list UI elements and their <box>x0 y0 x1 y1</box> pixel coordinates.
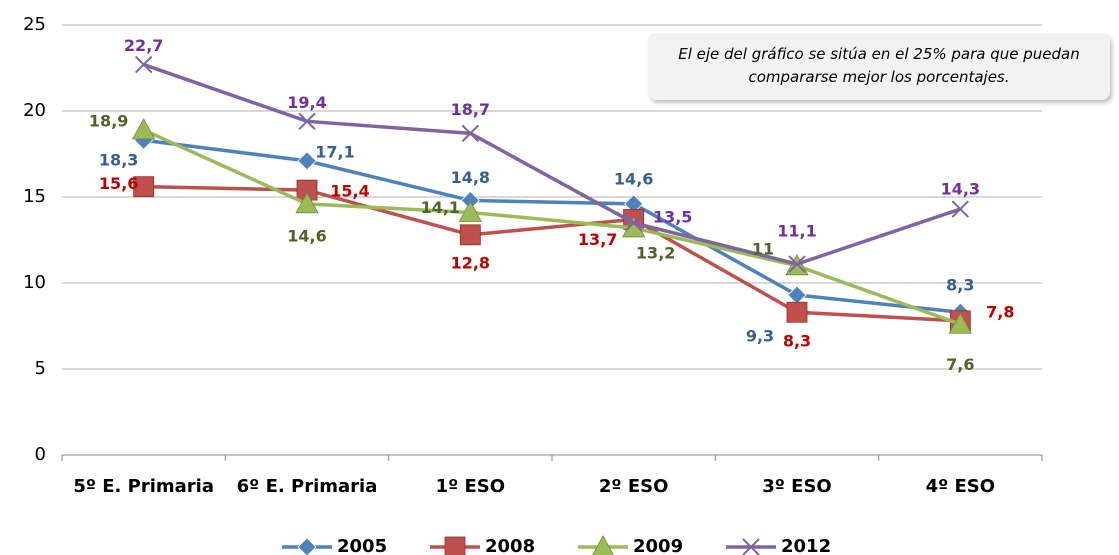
marker <box>786 301 808 323</box>
line <box>143 62 961 266</box>
series <box>134 130 970 322</box>
data-label: 17,1 <box>315 142 354 161</box>
marker <box>444 536 466 555</box>
data-label: 18,9 <box>89 111 128 130</box>
marker <box>458 200 483 222</box>
legend-label: 2005 <box>337 536 387 555</box>
marker <box>951 200 970 218</box>
marker <box>298 112 316 131</box>
y-tick-label: 10 <box>23 272 46 293</box>
marker <box>133 176 155 198</box>
x-tick-label: 2º ESO <box>599 476 669 497</box>
marker <box>592 535 614 555</box>
data-label: 7,8 <box>986 302 1014 321</box>
marker <box>297 151 317 171</box>
legend-label: 2012 <box>781 536 831 555</box>
data-label: 12,8 <box>451 253 490 272</box>
data-label: 8,3 <box>946 276 974 295</box>
y-tick-label: 25 <box>23 14 46 35</box>
x-tick-label: 4º ESO <box>926 476 996 497</box>
data-label: 14,6 <box>614 169 653 188</box>
data-label: 14,6 <box>287 226 326 245</box>
data-label: 18,7 <box>451 100 490 119</box>
data-label: 15,4 <box>330 182 369 201</box>
data-label: 18,3 <box>99 151 138 170</box>
marker <box>134 55 153 74</box>
marker <box>624 214 643 232</box>
x-tick-label: 5º E. Primaria <box>73 476 214 497</box>
data-label: 13,7 <box>578 230 617 249</box>
marker <box>131 118 156 140</box>
marker <box>461 124 480 143</box>
data-label: 8,3 <box>783 332 811 351</box>
data-label: 19,4 <box>287 93 326 112</box>
data-label: 11 <box>752 239 774 258</box>
data-label: 13,2 <box>636 243 675 262</box>
y-tick-label: 15 <box>23 186 46 207</box>
series <box>133 176 971 332</box>
legend-label: 2009 <box>633 536 683 555</box>
data-label: 15,6 <box>99 174 138 193</box>
x-tick-label: 6º E. Primaria <box>237 476 378 497</box>
data-label: 14,8 <box>451 168 490 187</box>
marker <box>742 538 760 555</box>
data-label: 14,1 <box>421 198 460 217</box>
marker <box>788 255 806 273</box>
x-tick-label: 1º ESO <box>436 476 506 497</box>
marker <box>787 285 807 305</box>
data-label: 7,6 <box>946 355 974 374</box>
marker <box>948 312 973 334</box>
annotation: El eje del gráfico se sitúa en el 25% pa… <box>648 33 1110 100</box>
marker <box>297 537 317 555</box>
y-tick-label: 0 <box>35 444 46 465</box>
data-label: 13,5 <box>653 207 692 226</box>
line <box>143 184 961 323</box>
data-label: 14,3 <box>941 180 980 199</box>
marker <box>459 224 481 246</box>
series <box>134 55 970 273</box>
y-tick-label: 20 <box>23 100 46 121</box>
y-tick-label: 5 <box>35 358 46 379</box>
data-label: 9,3 <box>746 327 774 346</box>
marker <box>295 192 319 214</box>
line <box>143 138 961 314</box>
line <box>142 128 961 326</box>
data-label: 22,7 <box>124 36 163 55</box>
data-label: 11,1 <box>777 222 816 241</box>
x-tick-label: 3º ESO <box>762 476 832 497</box>
legend-label: 2008 <box>485 536 535 555</box>
